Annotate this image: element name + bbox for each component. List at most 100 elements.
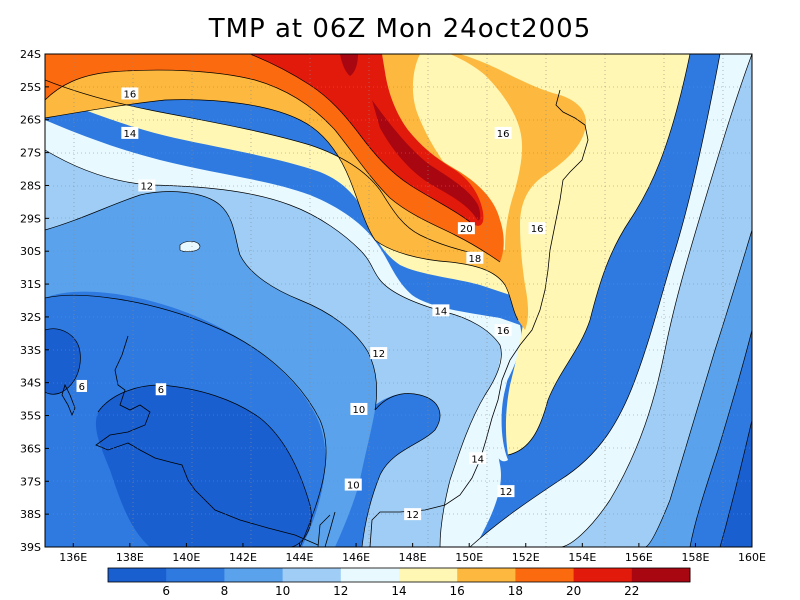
contour-label: 16 — [497, 326, 510, 337]
contour-label-bg — [528, 222, 546, 235]
east-coast-line — [369, 89, 589, 547]
colorbar-swatch — [340, 568, 400, 582]
colorbar-swatch — [282, 568, 342, 582]
contour-line-10 — [45, 294, 327, 547]
colorbar-tick-label: 12 — [333, 584, 348, 598]
colorbar-swatch — [631, 568, 691, 582]
colorbar-tick-label: 22 — [624, 584, 639, 598]
contour-label: 6 — [158, 385, 164, 396]
lon-tick-label: 146E — [342, 551, 370, 564]
contour-label: 12 — [140, 181, 153, 192]
lat-tick-label: 39S — [20, 541, 41, 554]
band-14-16-tongue — [490, 330, 511, 462]
lat-tick-label: 29S — [20, 212, 41, 225]
band-24-plus — [340, 54, 358, 76]
lat-tick-label: 32S — [20, 311, 41, 324]
lat-tick-label: 30S — [20, 245, 41, 258]
contour-label-bg — [469, 452, 487, 465]
contour-line-12b — [439, 344, 502, 547]
colorbar-swatch — [515, 568, 575, 582]
colorbar-tick-label: 10 — [275, 584, 290, 598]
lat-tick-label: 36S — [20, 442, 41, 455]
band-22-24 — [250, 54, 484, 226]
lat-tick-label: 26S — [20, 114, 41, 127]
lon-tick-label: 150E — [455, 551, 483, 564]
colorbar-swatch — [224, 568, 284, 582]
lat-tick-label: 33S — [20, 344, 41, 357]
colorbar-tick-label: 20 — [566, 584, 581, 598]
contour-label: 12 — [500, 487, 513, 498]
colorbar-swatch — [573, 568, 633, 582]
colorbar-swatch — [457, 568, 516, 582]
contour-labels: 16 14 12 20 18 16 16 16 14 12 10 10 12 12 14 6 6 — [76, 87, 546, 521]
contour-label: 10 — [353, 405, 366, 416]
lat-tick-label: 34S — [20, 377, 41, 390]
contour-label-bg — [432, 304, 450, 317]
contour-label: 14 — [123, 129, 136, 140]
contour-line-10-east — [644, 229, 752, 547]
contour-label-bg — [457, 222, 475, 235]
colorbar-tick-label: 18 — [508, 584, 523, 598]
contour-line-6 — [97, 384, 312, 547]
band-6-8-central-2 — [95, 385, 312, 547]
lat-tick-label: 25S — [20, 81, 41, 94]
lat-tick-label: 35S — [20, 410, 41, 423]
contour-label-bg — [494, 324, 512, 337]
colorbar-tick-label: 14 — [391, 584, 406, 598]
contour-label: 6 — [79, 382, 85, 393]
contour-lines — [45, 54, 752, 547]
contour-label-bg — [121, 126, 139, 139]
colorbar-frame — [107, 567, 691, 583]
colorbar-tick-label: 8 — [221, 584, 229, 598]
colorbar-swatch — [108, 568, 167, 582]
contour-label-bg — [370, 347, 388, 360]
plot-frame — [44, 53, 753, 548]
contour-line-6-east — [719, 419, 752, 547]
colorbar-swatch — [166, 568, 225, 582]
band-24-plus-tail — [372, 100, 481, 221]
band-16-18-coast-fill — [412, 54, 523, 250]
lon-tick-label: 144E — [286, 551, 314, 564]
band-6-8-west-2 — [45, 328, 81, 395]
contour-label-bg — [155, 383, 167, 396]
lat-tick-label: 28S — [20, 179, 41, 192]
filled-contours — [45, 54, 752, 547]
colorbar-tick-label: 16 — [450, 584, 465, 598]
lon-tick-label: 156E — [625, 551, 653, 564]
lat-tick-label: 37S — [20, 475, 41, 488]
contour-label: 14 — [435, 306, 448, 317]
contour-label: 18 — [468, 254, 481, 265]
colorbar-swatch — [399, 568, 458, 582]
contour-line-16 — [45, 79, 481, 256]
lat-tick-label: 27S — [20, 147, 41, 160]
contour-label-bg — [497, 485, 515, 498]
lon-tick-label: 154E — [568, 551, 596, 564]
contour-label-bg — [350, 402, 368, 415]
contour-line-22 — [249, 54, 471, 223]
lon-tick-label: 138E — [116, 551, 144, 564]
lon-tick-label: 142E — [229, 551, 257, 564]
lat-tick-label: 24S — [20, 48, 41, 61]
contour-label: 14 — [471, 454, 484, 465]
band-14-16 — [45, 54, 752, 547]
peninsula-line — [95, 335, 319, 546]
contour-label-bg — [138, 179, 156, 192]
contour-line-10b — [361, 393, 441, 547]
contour-label: 16 — [531, 224, 544, 235]
south-coast-line — [317, 511, 336, 547]
lat-tick-label: 31S — [20, 278, 41, 291]
contour-line-6-west — [45, 328, 81, 395]
lon-tick-label: 136E — [59, 551, 87, 564]
map-title: TMP at 06Z Mon 24oct2005 — [208, 14, 592, 44]
contour-line-16-east — [507, 54, 691, 456]
contour-label-bg — [344, 478, 362, 491]
coastline — [61, 89, 589, 547]
contour-line-12-east — [559, 54, 752, 547]
contour-line-18 — [45, 99, 519, 321]
gulf-line — [61, 383, 76, 417]
axis-ticks: 24S 25S 26S 27S 28S 29S 30S 31S 32S 33S 34S 35S 36S 3… — [20, 48, 766, 564]
contour-label: 12 — [406, 510, 419, 521]
contour-line-8 — [689, 329, 752, 547]
contour-label: 16 — [123, 89, 136, 100]
contour-label: 10 — [347, 481, 360, 492]
